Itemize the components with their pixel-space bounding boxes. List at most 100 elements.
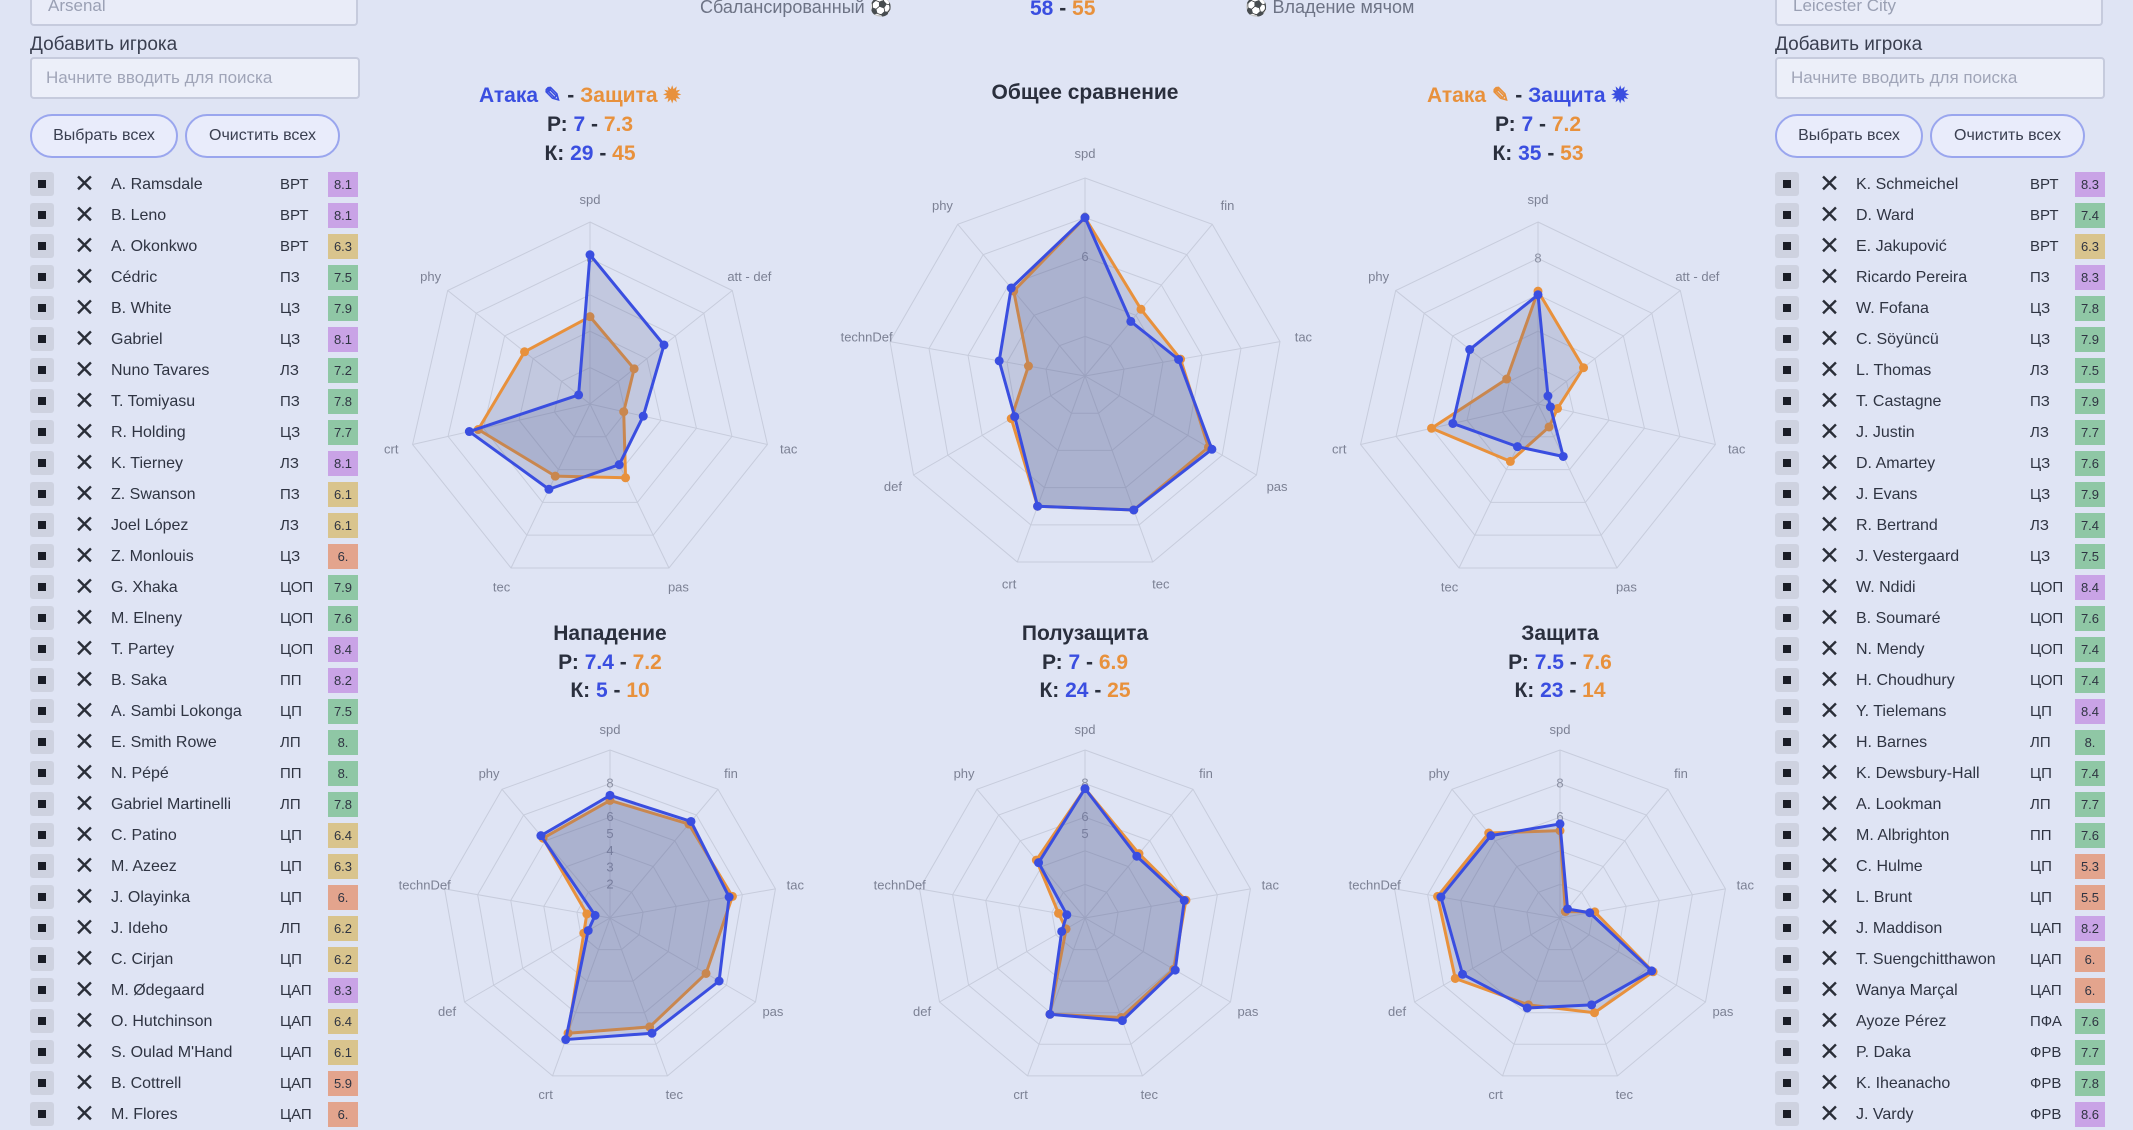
player-select-checkbox[interactable]: [1775, 203, 1799, 227]
remove-player-icon[interactable]: ✕: [74, 1100, 95, 1128]
remove-player-icon[interactable]: ✕: [1819, 914, 1840, 942]
remove-player-icon[interactable]: ✕: [74, 449, 95, 477]
player-select-checkbox[interactable]: [30, 916, 54, 940]
player-select-checkbox[interactable]: [1775, 1040, 1799, 1064]
player-select-checkbox[interactable]: [1775, 234, 1799, 258]
remove-player-icon[interactable]: ✕: [74, 945, 95, 973]
player-select-checkbox[interactable]: [30, 668, 54, 692]
remove-player-icon[interactable]: ✕: [1819, 635, 1840, 663]
remove-player-icon[interactable]: ✕: [1819, 356, 1840, 384]
remove-player-icon[interactable]: ✕: [74, 666, 95, 694]
remove-player-icon[interactable]: ✕: [74, 604, 95, 632]
player-select-checkbox[interactable]: [30, 854, 54, 878]
player-select-checkbox[interactable]: [30, 1102, 54, 1126]
remove-player-icon[interactable]: ✕: [1819, 232, 1840, 260]
remove-player-icon[interactable]: ✕: [74, 325, 95, 353]
remove-player-icon[interactable]: ✕: [74, 790, 95, 818]
player-select-checkbox[interactable]: [30, 296, 54, 320]
remove-player-icon[interactable]: ✕: [1819, 883, 1840, 911]
remove-player-icon[interactable]: ✕: [74, 1007, 95, 1035]
remove-player-icon[interactable]: ✕: [74, 914, 95, 942]
remove-player-icon[interactable]: ✕: [74, 387, 95, 415]
remove-player-icon[interactable]: ✕: [74, 759, 95, 787]
remove-player-icon[interactable]: ✕: [1819, 325, 1840, 353]
player-select-checkbox[interactable]: [1775, 730, 1799, 754]
player-select-checkbox[interactable]: [1775, 761, 1799, 785]
remove-player-icon[interactable]: ✕: [1819, 449, 1840, 477]
player-search-input[interactable]: [30, 57, 360, 99]
player-select-checkbox[interactable]: [30, 482, 54, 506]
player-select-checkbox[interactable]: [30, 792, 54, 816]
player-select-checkbox[interactable]: [1775, 606, 1799, 630]
remove-player-icon[interactable]: ✕: [1819, 387, 1840, 415]
remove-player-icon[interactable]: ✕: [1819, 666, 1840, 694]
player-select-checkbox[interactable]: [30, 327, 54, 351]
remove-player-icon[interactable]: ✕: [74, 480, 95, 508]
player-select-checkbox[interactable]: [1775, 327, 1799, 351]
player-select-checkbox[interactable]: [30, 823, 54, 847]
remove-player-icon[interactable]: ✕: [74, 263, 95, 291]
player-select-checkbox[interactable]: [30, 265, 54, 289]
remove-player-icon[interactable]: ✕: [74, 542, 95, 570]
player-select-checkbox[interactable]: [30, 1040, 54, 1064]
player-select-checkbox[interactable]: [30, 637, 54, 661]
clear-all-button[interactable]: Очистить всех: [185, 114, 340, 158]
player-select-checkbox[interactable]: [1775, 296, 1799, 320]
player-select-checkbox[interactable]: [30, 606, 54, 630]
player-select-checkbox[interactable]: [30, 172, 54, 196]
remove-player-icon[interactable]: ✕: [74, 573, 95, 601]
remove-player-icon[interactable]: ✕: [74, 976, 95, 1004]
remove-player-icon[interactable]: ✕: [1819, 697, 1840, 725]
player-select-checkbox[interactable]: [30, 544, 54, 568]
player-select-checkbox[interactable]: [30, 575, 54, 599]
remove-player-icon[interactable]: ✕: [1819, 1038, 1840, 1066]
player-select-checkbox[interactable]: [30, 513, 54, 537]
remove-player-icon[interactable]: ✕: [74, 1069, 95, 1097]
player-select-checkbox[interactable]: [1775, 978, 1799, 1002]
remove-player-icon[interactable]: ✕: [74, 821, 95, 849]
player-select-checkbox[interactable]: [30, 885, 54, 909]
clear-all-button[interactable]: Очистить всех: [1930, 114, 2085, 158]
remove-player-icon[interactable]: ✕: [74, 418, 95, 446]
remove-player-icon[interactable]: ✕: [1819, 1069, 1840, 1097]
player-select-checkbox[interactable]: [1775, 792, 1799, 816]
player-select-checkbox[interactable]: [30, 420, 54, 444]
remove-player-icon[interactable]: ✕: [1819, 480, 1840, 508]
remove-player-icon[interactable]: ✕: [74, 356, 95, 384]
remove-player-icon[interactable]: ✕: [74, 1038, 95, 1066]
player-select-checkbox[interactable]: [30, 1071, 54, 1095]
remove-player-icon[interactable]: ✕: [1819, 294, 1840, 322]
player-select-checkbox[interactable]: [1775, 947, 1799, 971]
player-select-checkbox[interactable]: [30, 761, 54, 785]
remove-player-icon[interactable]: ✕: [74, 728, 95, 756]
remove-player-icon[interactable]: ✕: [1819, 1007, 1840, 1035]
remove-player-icon[interactable]: ✕: [74, 511, 95, 539]
remove-player-icon[interactable]: ✕: [74, 883, 95, 911]
player-select-checkbox[interactable]: [30, 203, 54, 227]
player-select-checkbox[interactable]: [1775, 699, 1799, 723]
remove-player-icon[interactable]: ✕: [74, 697, 95, 725]
remove-player-icon[interactable]: ✕: [1819, 201, 1840, 229]
remove-player-icon[interactable]: ✕: [1819, 852, 1840, 880]
remove-player-icon[interactable]: ✕: [74, 635, 95, 663]
player-select-checkbox[interactable]: [1775, 668, 1799, 692]
player-select-checkbox[interactable]: [1775, 420, 1799, 444]
player-select-checkbox[interactable]: [1775, 172, 1799, 196]
remove-player-icon[interactable]: ✕: [1819, 418, 1840, 446]
player-select-checkbox[interactable]: [1775, 1102, 1799, 1126]
player-select-checkbox[interactable]: [1775, 389, 1799, 413]
player-select-checkbox[interactable]: [30, 389, 54, 413]
player-select-checkbox[interactable]: [1775, 544, 1799, 568]
player-select-checkbox[interactable]: [1775, 358, 1799, 382]
player-select-checkbox[interactable]: [1775, 637, 1799, 661]
remove-player-icon[interactable]: ✕: [1819, 542, 1840, 570]
player-select-checkbox[interactable]: [30, 358, 54, 382]
player-select-checkbox[interactable]: [30, 947, 54, 971]
player-select-checkbox[interactable]: [1775, 885, 1799, 909]
select-all-button[interactable]: Выбрать всех: [30, 114, 178, 158]
player-select-checkbox[interactable]: [1775, 482, 1799, 506]
player-select-checkbox[interactable]: [1775, 823, 1799, 847]
remove-player-icon[interactable]: ✕: [1819, 945, 1840, 973]
remove-player-icon[interactable]: ✕: [1819, 790, 1840, 818]
player-select-checkbox[interactable]: [1775, 513, 1799, 537]
